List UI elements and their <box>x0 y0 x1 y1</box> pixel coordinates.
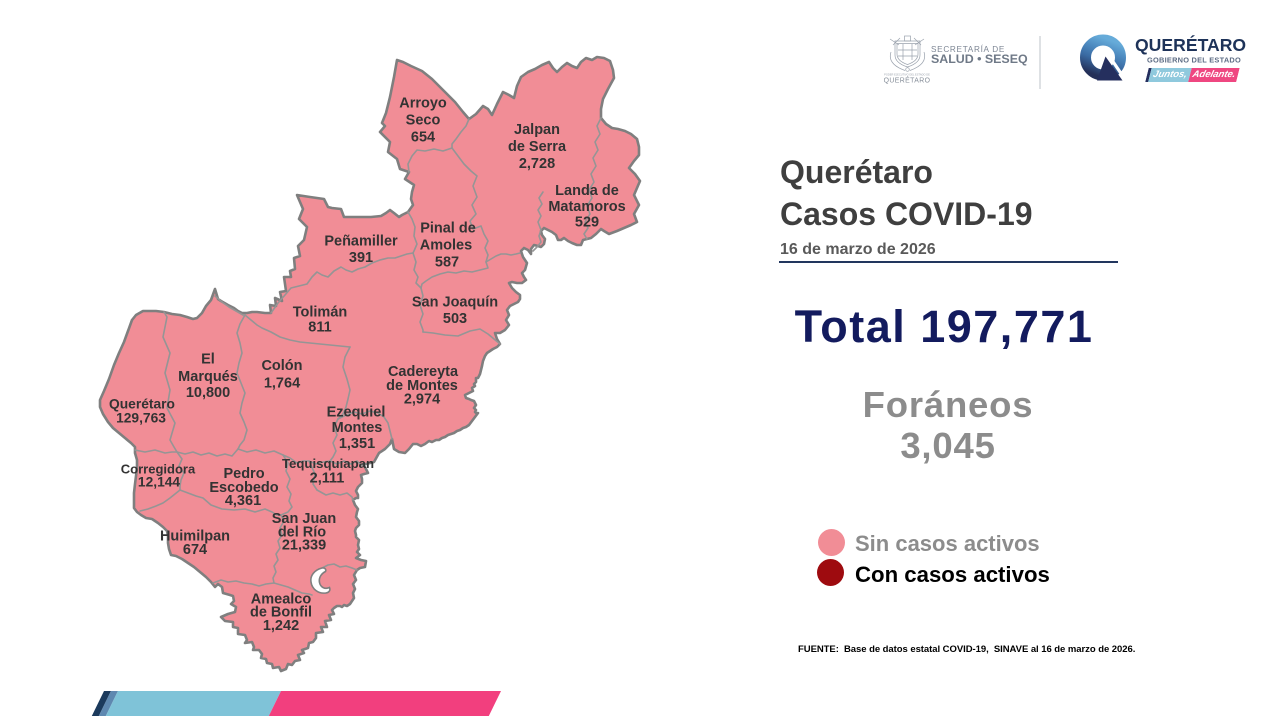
svg-text:654: 654 <box>411 130 435 146</box>
svg-text:Arroyo: Arroyo <box>399 96 447 112</box>
svg-text:de Bonfil: de Bonfil <box>250 605 312 621</box>
svg-text:Querétaro: Querétaro <box>109 397 175 412</box>
svg-text:del Río: del Río <box>278 525 326 541</box>
svg-text:Seco: Seco <box>406 113 441 129</box>
svg-text:10,800: 10,800 <box>186 385 230 401</box>
svg-text:Huimilpan: Huimilpan <box>160 529 230 545</box>
svg-text:de Serra: de Serra <box>508 139 567 155</box>
svg-text:1,764: 1,764 <box>264 376 300 392</box>
svg-text:Jalpan: Jalpan <box>514 122 560 138</box>
svg-text:Cadereyta: Cadereyta <box>388 364 459 380</box>
svg-text:San Joaquín: San Joaquín <box>412 295 498 311</box>
svg-text:811: 811 <box>308 320 331 336</box>
svg-text:587: 587 <box>435 255 459 271</box>
svg-text:Amealco: Amealco <box>251 592 312 608</box>
svg-text:503: 503 <box>443 311 467 327</box>
svg-text:12,144: 12,144 <box>138 475 181 490</box>
svg-text:2,111: 2,111 <box>310 471 345 487</box>
svg-text:529: 529 <box>575 215 599 231</box>
svg-text:Colón: Colón <box>261 358 302 374</box>
svg-text:2,974: 2,974 <box>404 392 440 408</box>
svg-text:Landa de: Landa de <box>555 183 619 199</box>
svg-text:129,763: 129,763 <box>116 411 166 426</box>
svg-text:QUERÉTARO: QUERÉTARO <box>1135 34 1246 55</box>
svg-text:Corregidora: Corregidora <box>121 462 196 477</box>
svg-text:San Juan: San Juan <box>272 511 336 527</box>
svg-text:1,242: 1,242 <box>263 618 299 634</box>
svg-text:Montes: Montes <box>332 420 383 436</box>
svg-text:21,339: 21,339 <box>282 538 326 554</box>
svg-text:SECRETARÍA DE: SECRETARÍA DE <box>931 44 1005 54</box>
svg-text:de Montes: de Montes <box>386 378 458 394</box>
svg-text:Marqués: Marqués <box>178 369 238 385</box>
svg-text:Peñamiller: Peñamiller <box>324 234 398 250</box>
svg-text:4,361: 4,361 <box>225 493 261 509</box>
svg-text:QUERÉTARO: QUERÉTARO <box>884 76 931 85</box>
svg-text:674: 674 <box>183 542 207 558</box>
svg-text:1,351: 1,351 <box>339 436 375 452</box>
svg-text:GOBIERNO DEL ESTADO: GOBIERNO DEL ESTADO <box>1147 55 1241 64</box>
svg-text:Pedro: Pedro <box>223 466 264 482</box>
svg-text:Ezequiel: Ezequiel <box>327 405 386 421</box>
svg-text:Matamoros: Matamoros <box>548 199 625 215</box>
svg-text:PODER EJECUTIVO DEL ESTADO DE: PODER EJECUTIVO DEL ESTADO DE <box>884 73 930 77</box>
svg-text:El: El <box>201 352 215 368</box>
svg-text:SALUD • SESEQ: SALUD • SESEQ <box>931 52 1028 66</box>
svg-text:Escobedo: Escobedo <box>209 480 278 496</box>
svg-text:Amoles: Amoles <box>420 238 472 254</box>
svg-text:2,728: 2,728 <box>519 156 555 172</box>
svg-text:Tolimán: Tolimán <box>293 305 348 321</box>
svg-text:391: 391 <box>349 250 373 266</box>
svg-text:Tequisquiapan: Tequisquiapan <box>282 456 374 471</box>
svg-text:Pinal de: Pinal de <box>420 221 476 237</box>
